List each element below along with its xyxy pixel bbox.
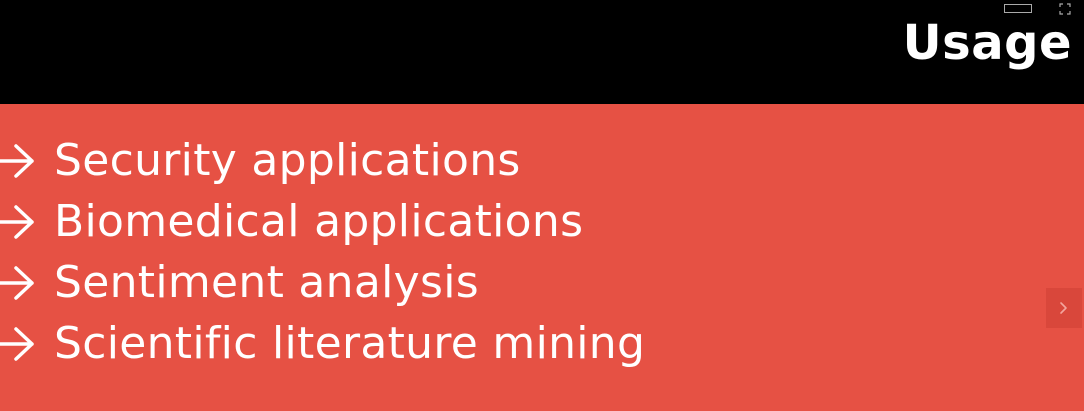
list-item-label: Biomedical applications [54, 196, 584, 247]
slide-header: Usage [0, 0, 1084, 104]
arrow-right-icon [0, 143, 34, 178]
list-item-label: Sentiment analysis [54, 257, 479, 308]
arrow-right-icon [0, 326, 34, 361]
list-item-label: Security applications [54, 135, 521, 186]
usage-list: Security applications Biomedical applica… [0, 130, 645, 374]
list-item: Scientific literature mining [0, 313, 645, 374]
arrow-right-icon [0, 204, 34, 239]
next-slide-button[interactable] [1046, 288, 1082, 328]
list-item: Sentiment analysis [0, 252, 645, 313]
window-rect-icon[interactable] [1004, 4, 1032, 13]
list-item-label: Scientific literature mining [54, 318, 646, 369]
list-item: Security applications [0, 130, 645, 191]
slide-body: Security applications Biomedical applica… [0, 104, 1084, 411]
arrow-right-icon [0, 265, 34, 300]
fullscreen-icon[interactable] [1059, 3, 1071, 15]
slide-title: Usage [902, 15, 1072, 71]
list-item: Biomedical applications [0, 191, 645, 252]
chevron-right-icon [1060, 302, 1067, 314]
